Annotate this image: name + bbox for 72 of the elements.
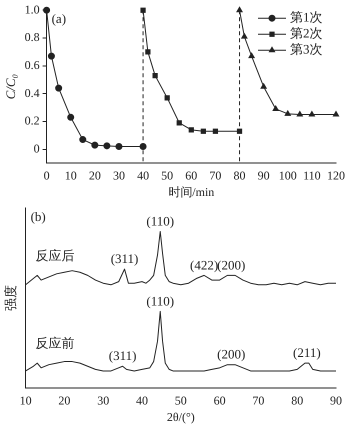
point [176, 120, 182, 126]
annotation: (110) [146, 293, 174, 308]
y-tick-label: 0.8 [24, 30, 40, 44]
y-tick-label: 0.4 [24, 86, 40, 100]
legend-label: 第3次 [290, 42, 322, 57]
point [67, 114, 74, 121]
series-label: 反应后 [35, 248, 74, 263]
x-tick-label: 60 [214, 394, 226, 408]
x-tick-label: 20 [58, 394, 70, 408]
point [140, 143, 147, 150]
annotation: (311) [110, 251, 138, 266]
x-axis-title: 2θ/(°) [166, 410, 195, 424]
x-tick-label: 100 [278, 168, 297, 183]
point [55, 84, 62, 92]
point [248, 52, 255, 58]
x-tick-label: 80 [291, 394, 304, 408]
x-tick-label: 40 [137, 168, 150, 183]
series-label: 反应前 [35, 336, 74, 351]
x-tick-label: 80 [234, 168, 246, 183]
text: (b) [30, 208, 46, 224]
point [308, 111, 315, 117]
annotation: (311) [108, 348, 136, 364]
point [284, 110, 291, 116]
annotation: (200) [217, 257, 246, 272]
point [296, 111, 303, 117]
x-axis-title: 时间/min [168, 184, 214, 199]
point [79, 136, 86, 144]
x-tick-label: 20 [88, 168, 101, 183]
y-axis-title: 强度 [3, 285, 18, 312]
y-tick-label: 0 [34, 141, 40, 156]
point [103, 142, 110, 150]
annotation: (110) [146, 213, 174, 228]
legend-label: 第2次 [290, 26, 322, 41]
x-tick-label: 50 [174, 394, 187, 408]
annotation: (200) [217, 346, 246, 362]
x-tick-label: 90 [330, 394, 342, 408]
annotation: (422) [190, 257, 218, 272]
x-tick-label: 90 [258, 168, 270, 183]
point [91, 142, 98, 149]
point [152, 72, 158, 78]
y-tick-label: 0.6 [24, 58, 40, 72]
x-tick-label: 10 [64, 168, 77, 183]
annotation: (a) [52, 11, 66, 26]
point [260, 83, 267, 89]
point [332, 111, 340, 117]
point [272, 105, 279, 111]
x-tick-label: 10 [20, 394, 32, 408]
x-tick-label: 70 [252, 394, 264, 408]
x-tick-label: 50 [161, 168, 174, 183]
x-tick-label: 120 [327, 168, 345, 183]
annotation: (211) [293, 345, 321, 360]
x-tick-label: 40 [136, 394, 148, 408]
point [140, 8, 146, 13]
point [164, 95, 170, 100]
point [241, 33, 248, 39]
point [188, 127, 194, 132]
y-axis-title: C/C₀ [3, 74, 18, 100]
x-tick-label: 70 [209, 168, 222, 183]
legend-label: 第1次 [290, 10, 322, 25]
point [43, 6, 50, 14]
point [145, 49, 151, 55]
x-tick-label: 30 [97, 394, 110, 408]
point [212, 128, 218, 134]
x-tick-label: 60 [185, 168, 198, 183]
y-tick-label: 1.0 [24, 2, 40, 16]
y-tick-label: 0.2 [24, 114, 40, 128]
x-tick-label: 110 [303, 168, 321, 183]
x-tick-label: 0 [44, 168, 50, 183]
x-tick-label: 30 [112, 168, 125, 183]
point [115, 143, 122, 150]
point [200, 128, 206, 134]
point [48, 52, 55, 60]
